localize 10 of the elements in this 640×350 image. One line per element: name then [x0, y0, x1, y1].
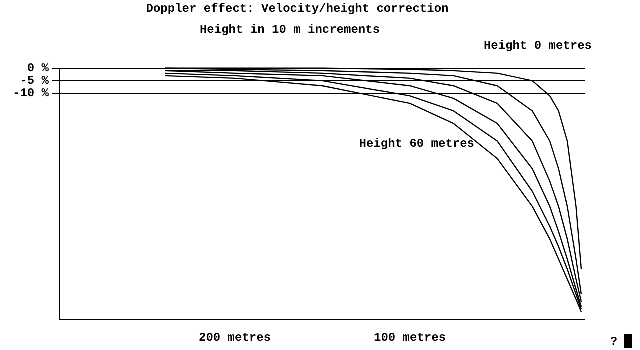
chart-title: Doppler effect: Velocity/height correction	[146, 2, 449, 16]
x-tick-label: 200 metres	[198, 330, 272, 345]
text: Height in 10 m increments	[200, 23, 380, 38]
text: Height 0 metres	[484, 39, 592, 54]
y-tick-label: 0 %	[27, 61, 50, 76]
annotation: Height 60 metres	[359, 136, 474, 151]
text: ?	[610, 335, 618, 350]
y-tick-label: -5 %	[20, 74, 50, 88]
x-tick-label: 100 metres	[374, 330, 446, 345]
y-tick-label: -10 %	[12, 86, 50, 101]
